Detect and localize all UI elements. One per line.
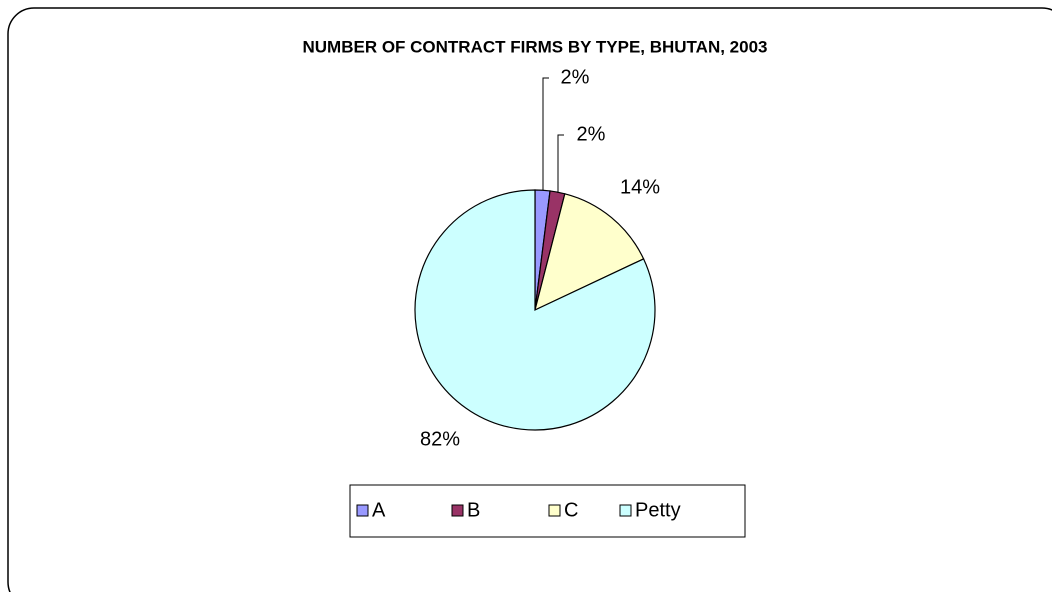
data-label: 2% <box>577 123 606 145</box>
data-label: 14% <box>620 176 660 198</box>
legend-box <box>349 484 746 538</box>
legend-swatch <box>451 504 464 517</box>
legend-label: C <box>564 499 578 521</box>
legend-swatch <box>548 504 561 517</box>
legend-label: Petty <box>635 499 681 521</box>
legend-label: A <box>372 499 386 521</box>
data-label: 2% <box>561 66 590 88</box>
legend-swatch <box>619 504 632 517</box>
data-label: 82% <box>420 428 460 450</box>
leader-line <box>542 77 549 190</box>
chart-title: NUMBER OF CONTRACT FIRMS BY TYPE, BHUTAN… <box>302 37 767 56</box>
pie-slice <box>414 189 656 431</box>
legend-label: B <box>467 499 480 521</box>
leader-line <box>557 134 564 193</box>
pie-slice <box>534 193 645 312</box>
legend-swatch <box>356 504 369 517</box>
